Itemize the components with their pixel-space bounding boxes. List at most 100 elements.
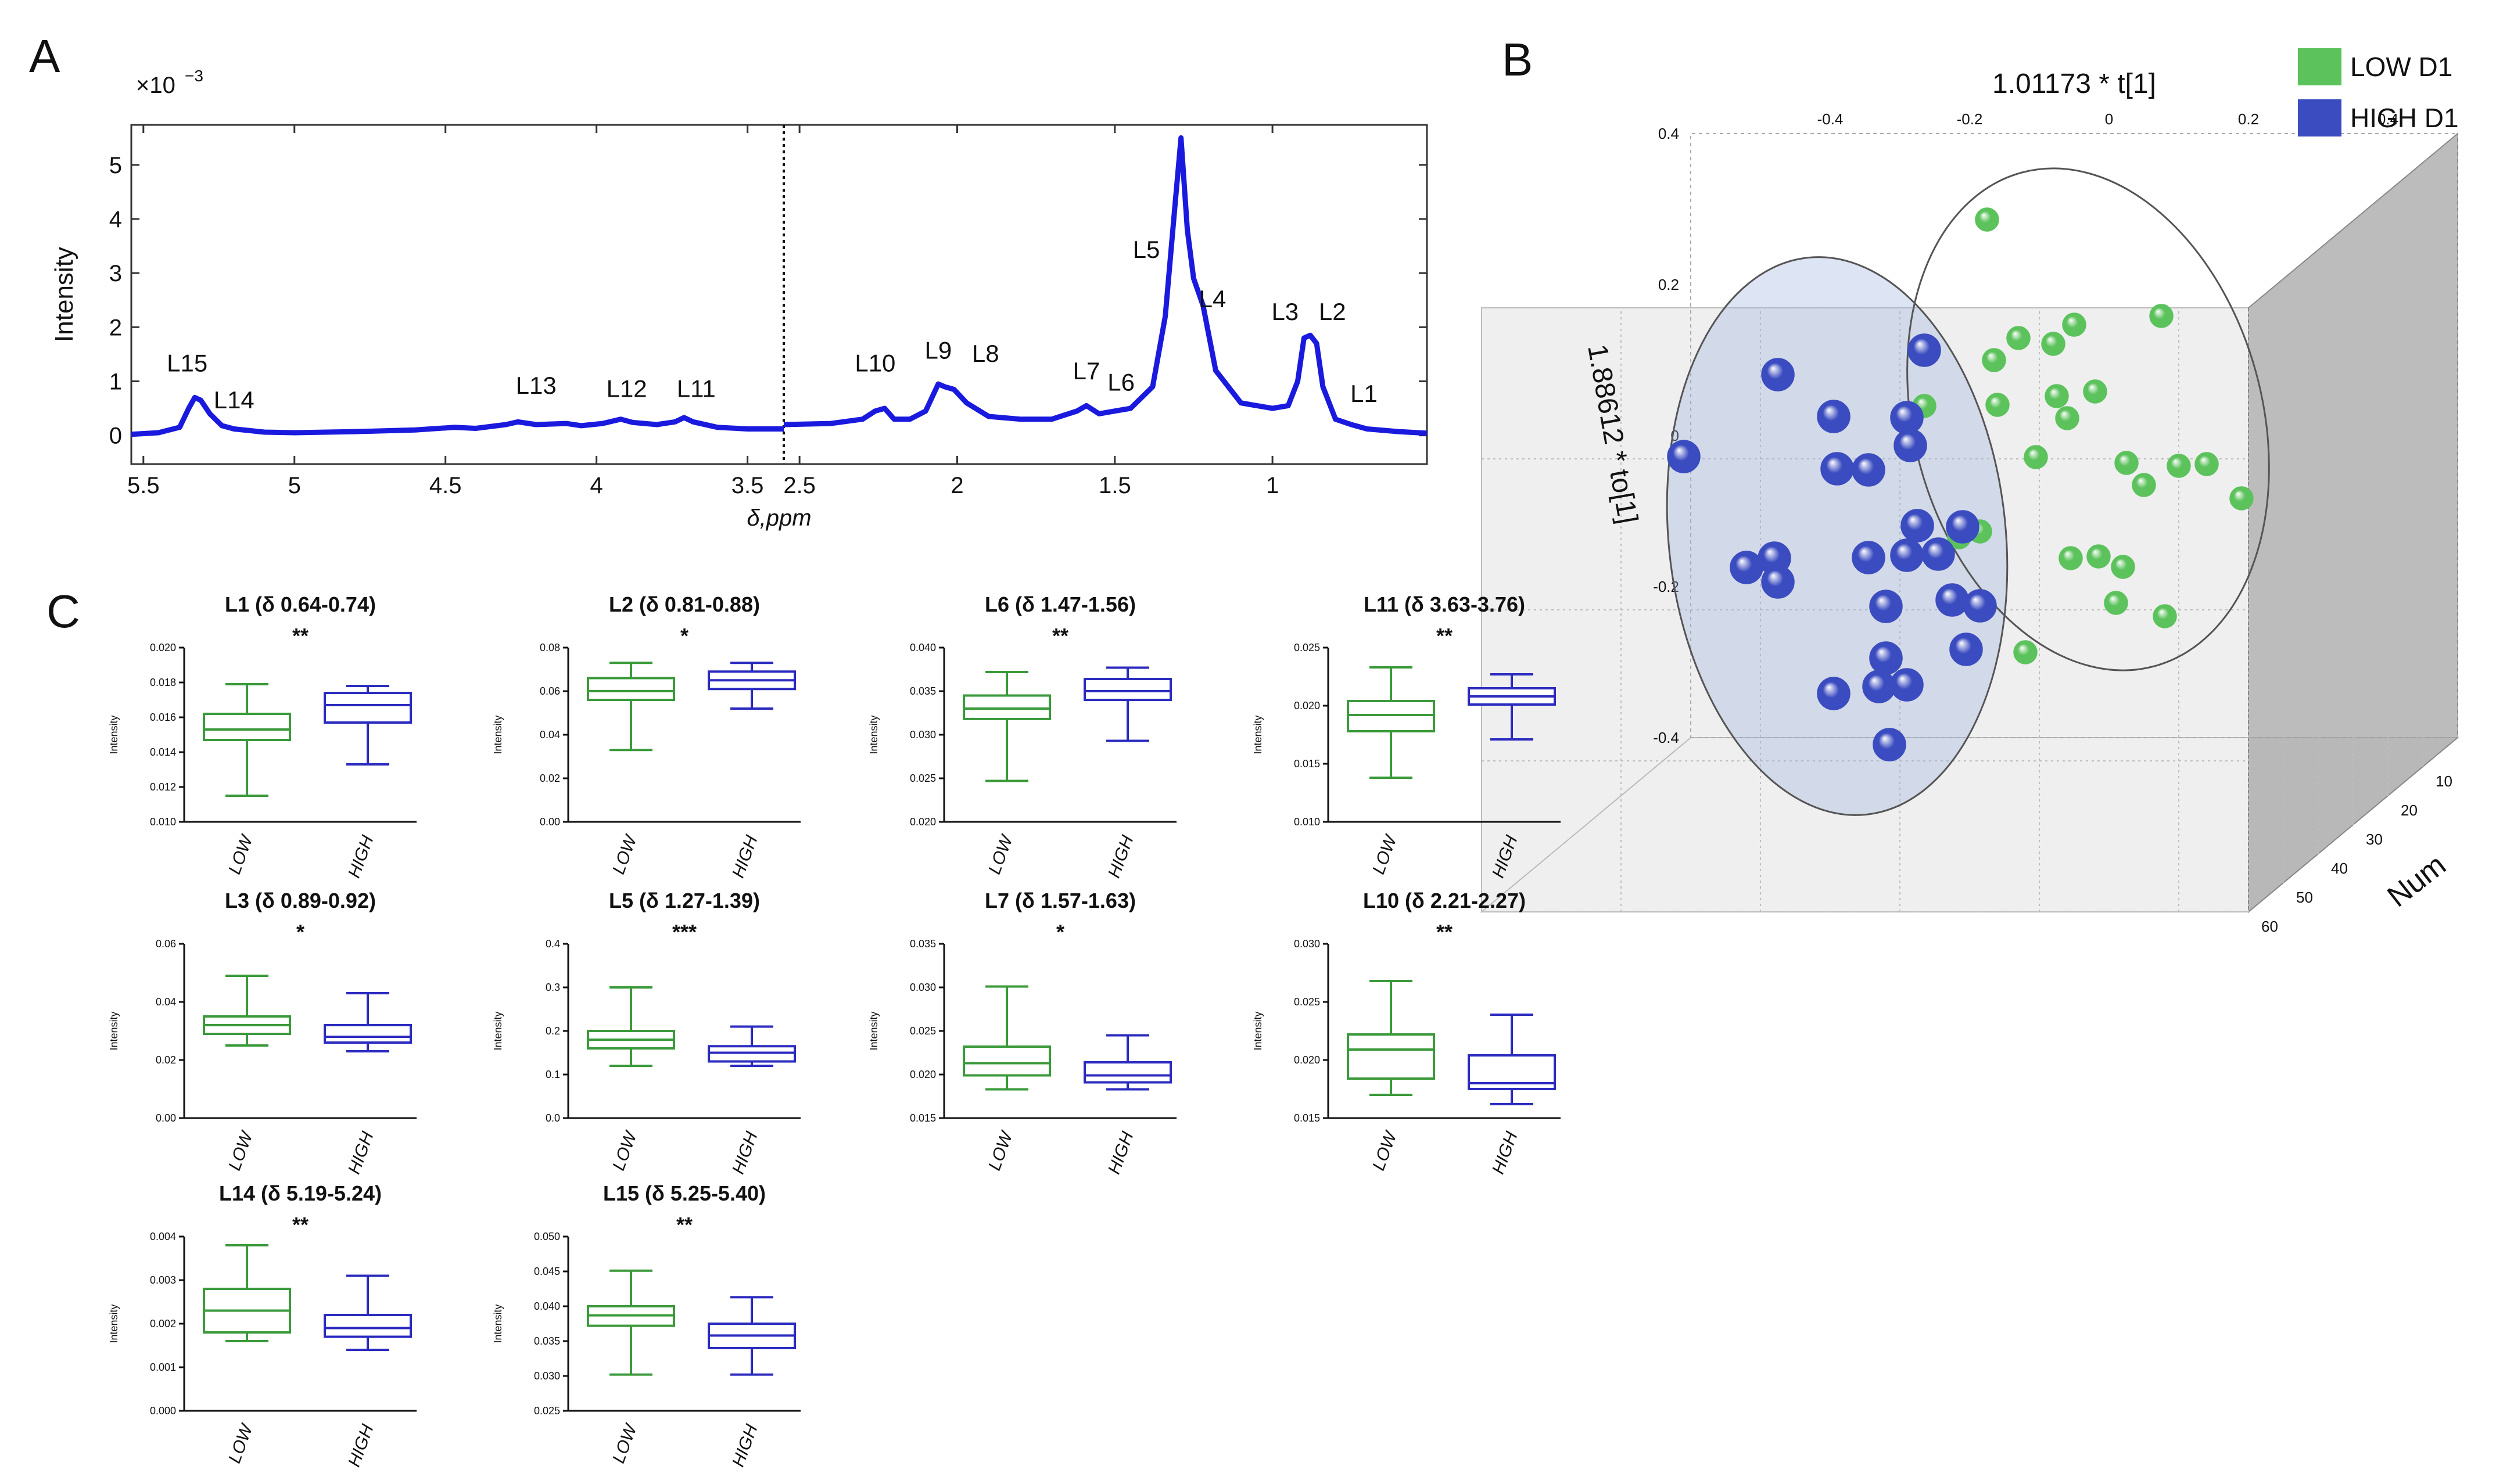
x-tick-label: LOW	[1369, 832, 1401, 877]
legend-swatch	[2298, 99, 2341, 136]
box	[324, 1024, 412, 1044]
x-axis-label: δ,ppm	[747, 505, 811, 531]
box	[963, 1045, 1051, 1077]
y-tick-label: 0.030	[910, 982, 936, 993]
x-tick-label: LOW	[985, 1128, 1017, 1173]
panel-label: A	[29, 30, 60, 82]
peak-label: L3	[1271, 298, 1299, 325]
point	[2132, 473, 2156, 497]
y-tick-label: 3	[109, 261, 122, 286]
y-tick-label: 0.035	[910, 685, 936, 697]
point	[2041, 332, 2065, 356]
peak-label: L11	[677, 375, 716, 403]
y-tick-label: 0.040	[534, 1300, 560, 1312]
peak-label: L10	[855, 350, 895, 377]
y-tick-label: 0.045	[534, 1266, 560, 1277]
y-tick-label: 0.025	[534, 1405, 560, 1417]
scatter3d-points	[1667, 207, 2254, 761]
y-tick-label: 0.020	[910, 816, 936, 828]
y-axis-label: Intensity	[108, 715, 120, 754]
spectrum-line	[131, 135, 1428, 437]
point	[2114, 451, 2139, 475]
point	[2062, 312, 2086, 337]
y-tick-label: 2	[109, 315, 122, 340]
to-tick-label: 0.2	[1658, 276, 1679, 293]
point	[2013, 640, 2038, 664]
significance: **	[676, 1213, 693, 1237]
num-tick-label: 60	[2261, 918, 2278, 935]
x-tick-label: HIGH	[729, 1422, 762, 1469]
point	[2194, 452, 2219, 476]
point	[1921, 537, 1955, 571]
y-tick-label: 0.010	[150, 816, 176, 828]
point	[1873, 728, 1906, 761]
y-tick-label: 0.06	[156, 938, 176, 950]
point	[1820, 452, 1854, 486]
y-tick-label: 0.030	[534, 1370, 560, 1382]
point	[1890, 668, 1924, 702]
y-axis-label: Intensity	[1252, 715, 1264, 754]
num-tick-label: 10	[2436, 772, 2452, 790]
box	[203, 713, 291, 741]
box-title: L11 (δ 3.63-3.76)	[1364, 592, 1525, 616]
peak-label: L7	[1073, 357, 1100, 385]
significance: *	[296, 920, 304, 944]
x-tick-label: HIGH	[345, 833, 378, 881]
point	[1975, 207, 1999, 232]
x-tick-label: LOW	[985, 832, 1017, 877]
y-tick-label: 0.040	[910, 642, 936, 653]
significance: **	[292, 1213, 309, 1237]
x-tick-label: 5.5	[127, 473, 160, 498]
significance: *	[1056, 920, 1064, 944]
x-tick-label: LOW	[1369, 1128, 1401, 1173]
point	[1935, 583, 1969, 617]
t-tick-label: 0.4	[2377, 110, 2398, 128]
box	[324, 692, 412, 724]
y-tick-label: 0.025	[1294, 996, 1320, 1008]
point	[2149, 304, 2174, 328]
y-tick-label: 0.0	[546, 1112, 560, 1124]
peak-label: L1	[1350, 380, 1378, 407]
peak-label: L15	[167, 350, 207, 377]
x-tick-label: LOW	[225, 832, 257, 877]
num-axis-label: Num	[2381, 848, 2452, 914]
significance: **	[1436, 624, 1453, 648]
y-tick-label: 0.00	[156, 1112, 176, 1124]
x-tick-label: 3.5	[731, 473, 764, 498]
x-tick-label: HIGH	[729, 833, 762, 881]
peak-label: L14	[214, 386, 254, 414]
box-title: L14 (δ 5.19-5.24)	[219, 1181, 382, 1205]
peak-label: L2	[1319, 298, 1346, 325]
y-tick-label: 0.015	[1294, 1112, 1320, 1124]
point	[2059, 546, 2083, 570]
num-tick-label: 40	[2331, 860, 2348, 877]
y-tick-label: 0.02	[540, 772, 560, 784]
y-tick-label: 0.010	[1294, 816, 1320, 828]
point	[1869, 590, 1903, 623]
panel-label: C	[46, 585, 80, 637]
x-tick-label: HIGH	[1104, 833, 1138, 881]
point	[1963, 589, 1997, 623]
point	[1869, 641, 1903, 675]
point	[2055, 406, 2079, 430]
point	[1985, 393, 2010, 417]
point	[2024, 445, 2048, 469]
point	[2045, 384, 2069, 408]
box-title: L7 (δ 1.57-1.63)	[985, 889, 1136, 912]
peak-label: L9	[925, 336, 952, 364]
x-tick-label: LOW	[225, 1128, 257, 1173]
peak-label: L6	[1107, 368, 1135, 396]
legend-swatch	[2298, 48, 2341, 85]
y-tick-label: 0.050	[534, 1231, 560, 1242]
y-tick-label: 5	[109, 153, 122, 178]
box-title: L5 (δ 1.27-1.39)	[609, 889, 760, 912]
y-tick-label: 0.4	[546, 938, 560, 950]
box-title: L2 (δ 0.81-0.88)	[609, 592, 760, 616]
y-axis-label: Intensity	[492, 1011, 504, 1050]
y-axis-label: Intensity	[868, 715, 880, 754]
y-tick-label: 0.015	[910, 1112, 936, 1124]
x-tick-label: 5	[288, 473, 301, 498]
significance: ***	[672, 920, 697, 944]
point	[1817, 400, 1851, 433]
